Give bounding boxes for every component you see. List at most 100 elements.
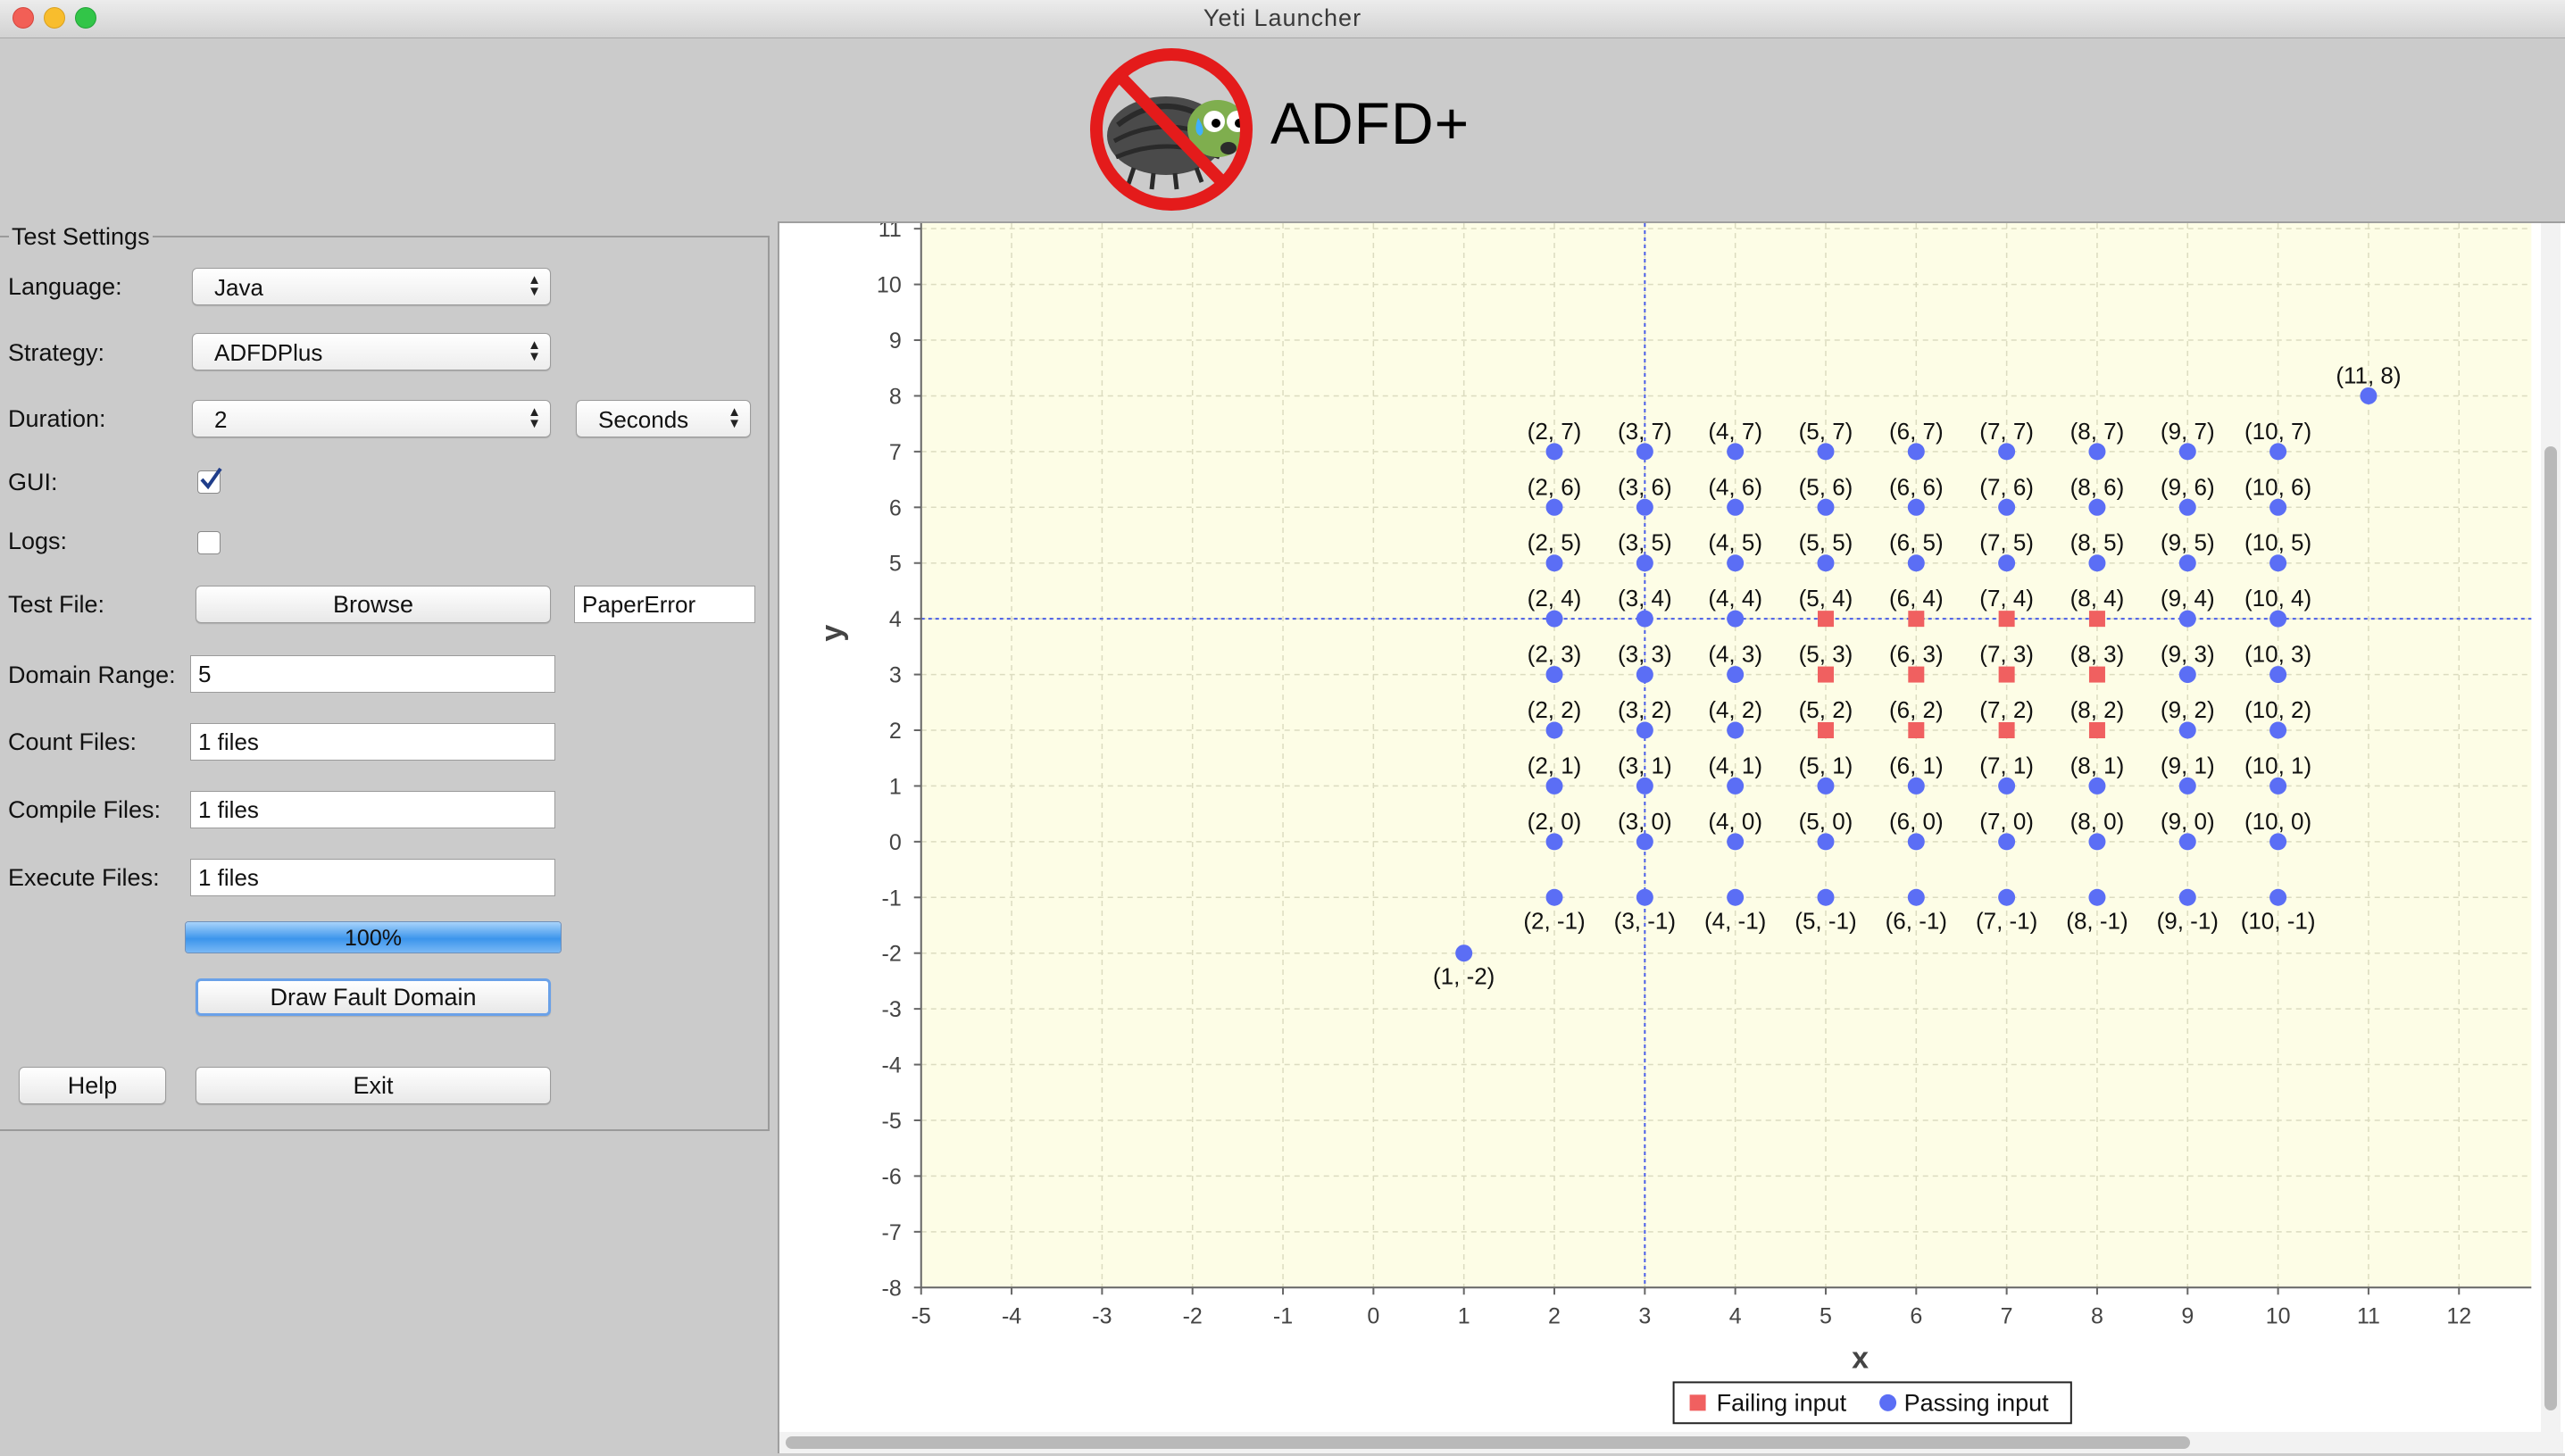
passing-point	[1817, 777, 1835, 795]
passing-point	[2360, 387, 2378, 404]
checkmark-icon	[200, 467, 222, 490]
passing-point	[1727, 777, 1745, 795]
y-tick-label: -7	[882, 1220, 902, 1245]
point-label: (10, 2)	[2244, 696, 2311, 723]
point-label: (8, 3)	[2070, 641, 2125, 668]
x-tick-label: 0	[1367, 1303, 1379, 1328]
point-label: (6, 7)	[1889, 418, 1944, 445]
legend-passing-marker	[1879, 1394, 1897, 1411]
y-tick-label: -3	[882, 997, 902, 1022]
point-label: (5, -1)	[1795, 907, 1856, 934]
passing-point	[2088, 777, 2106, 795]
passing-point	[1636, 443, 1653, 461]
point-label: (10, 7)	[2244, 418, 2311, 445]
point-label: (3, -1)	[1614, 907, 1676, 934]
duration-unit-select[interactable]: Seconds ▲ ▼	[576, 400, 751, 437]
passing-point	[2178, 498, 2196, 516]
point-label: (8, 4)	[2070, 585, 2125, 612]
duration-select[interactable]: 2 ▲ ▼	[192, 400, 551, 437]
failing-point	[2088, 666, 2105, 683]
passing-point	[1907, 443, 1925, 461]
passing-point	[2269, 498, 2287, 516]
legend-failing-marker	[1689, 1394, 1706, 1411]
window-zoom-button[interactable]	[75, 7, 96, 29]
draw-fault-domain-button[interactable]: Draw Fault Domain	[196, 978, 551, 1016]
y-tick-label: 0	[889, 830, 902, 855]
point-label: (5, 4)	[1799, 585, 1853, 612]
passing-point	[1907, 554, 1925, 572]
help-button[interactable]: Help	[19, 1067, 166, 1104]
logs-checkbox[interactable]	[197, 531, 221, 554]
point-label: (9, 6)	[2161, 473, 2215, 500]
y-tick-label: -1	[882, 886, 902, 911]
passing-point	[1545, 777, 1563, 795]
strategy-select[interactable]: ADFDPlus ▲ ▼	[192, 333, 551, 370]
vertical-scroll-thumb[interactable]	[2544, 446, 2557, 1410]
compile-files-field[interactable]: 1 files	[190, 791, 555, 828]
point-label: (3, 1)	[1618, 752, 1672, 778]
x-tick-label: 5	[1820, 1303, 1832, 1328]
gui-checkbox[interactable]	[197, 467, 222, 494]
point-label: (8, -1)	[2066, 907, 2128, 934]
point-label: (4, 7)	[1708, 418, 1762, 445]
passing-point	[1817, 443, 1835, 461]
passing-point	[2088, 833, 2106, 851]
y-tick-label: -5	[882, 1109, 902, 1134]
point-label: (9, 2)	[2161, 696, 2215, 723]
point-label: (11, 8)	[2336, 362, 2401, 388]
point-label: (4, -1)	[1704, 907, 1766, 934]
failing-point	[1817, 611, 1834, 628]
y-tick-label: 6	[889, 495, 902, 520]
y-tick-label: 8	[889, 384, 902, 409]
passing-point	[2178, 443, 2196, 461]
point-label: (2, 6)	[1528, 473, 1582, 500]
y-tick-label: 2	[889, 719, 902, 744]
point-label: (5, 5)	[1799, 529, 1853, 556]
point-label: (4, 4)	[1708, 585, 1762, 612]
window-close-button[interactable]	[12, 7, 34, 29]
point-label: (9, 4)	[2161, 585, 2215, 612]
window-minimize-button[interactable]	[44, 7, 65, 29]
domain-range-field[interactable]: 5	[190, 655, 555, 693]
x-tick-label: 1	[1458, 1303, 1470, 1328]
y-tick-label: 1	[889, 774, 902, 799]
duration-unit-value: Seconds	[598, 406, 689, 433]
passing-point	[1727, 554, 1745, 572]
y-axis-label: y	[815, 625, 849, 642]
app-name: ADFD+	[1270, 90, 1470, 156]
passing-point	[2088, 443, 2106, 461]
passing-point	[1727, 498, 1745, 516]
execute-files-field[interactable]: 1 files	[190, 859, 555, 896]
point-label: (9, 3)	[2161, 641, 2215, 668]
passing-point	[1636, 498, 1653, 516]
language-select[interactable]: Java ▲ ▼	[192, 268, 551, 305]
point-label: (10, -1)	[2241, 907, 2316, 934]
passing-point	[1817, 888, 1835, 906]
passing-point	[1727, 888, 1745, 906]
point-label: (10, 5)	[2244, 529, 2311, 556]
passing-point	[1545, 443, 1563, 461]
point-label: (2, 2)	[1528, 696, 1582, 723]
passing-point	[1727, 833, 1745, 851]
passing-point	[2178, 721, 2196, 739]
horizontal-scroll-thumb[interactable]	[786, 1436, 2190, 1449]
passing-point	[1817, 833, 1835, 851]
point-label: (5, 2)	[1799, 696, 1853, 723]
test-file-field[interactable]: PaperError	[574, 586, 755, 623]
failing-point	[1817, 722, 1834, 739]
failing-point	[1998, 722, 2015, 739]
browse-button[interactable]: Browse	[196, 586, 551, 623]
count-files-field[interactable]: 1 files	[190, 723, 555, 761]
point-label: (6, 0)	[1889, 808, 1944, 835]
point-label: (8, 6)	[2070, 473, 2125, 500]
point-label: (7, 6)	[1979, 473, 2034, 500]
y-tick-label: 11	[879, 223, 902, 242]
point-label: (6, 1)	[1889, 752, 1944, 778]
point-label: (5, 7)	[1799, 418, 1853, 445]
gui-label: GUI:	[8, 469, 58, 495]
passing-point	[1636, 777, 1653, 795]
exit-button[interactable]: Exit	[196, 1067, 551, 1104]
point-label: (9, 0)	[2161, 808, 2215, 835]
passing-point	[1545, 498, 1563, 516]
point-label: (9, 7)	[2161, 418, 2215, 445]
